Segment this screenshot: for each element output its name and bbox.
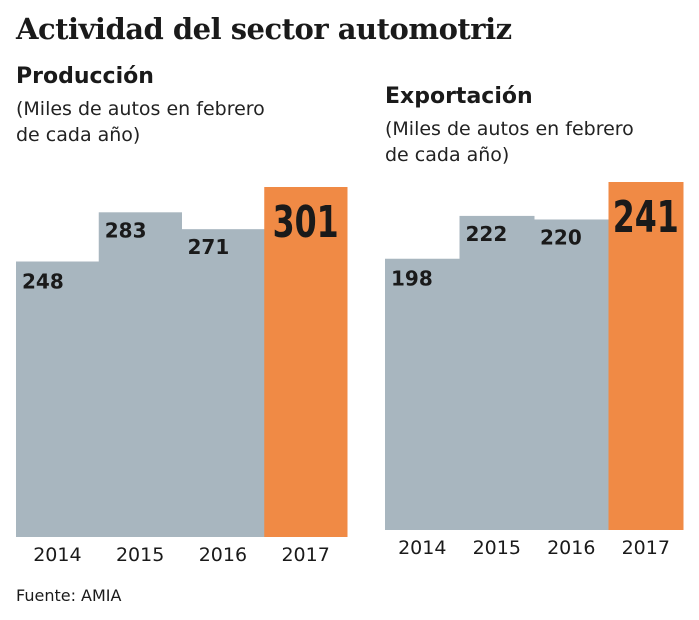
chart-title: Actividad del sector automotriz bbox=[16, 12, 512, 46]
export-bar-2016 bbox=[534, 219, 609, 530]
export-subtitle: (Miles de autos en febrero de cada año) bbox=[385, 116, 634, 168]
export-data-label-2015: 222 bbox=[466, 222, 508, 246]
source-note: Fuente: AMIA bbox=[16, 586, 122, 605]
production-bar-2016 bbox=[181, 229, 265, 537]
export-data-label-2014: 198 bbox=[391, 267, 433, 291]
export-tick-2014: 2014 bbox=[398, 537, 446, 559]
production-tick-2017: 2017 bbox=[281, 544, 329, 566]
production-data-label-2016: 271 bbox=[188, 235, 230, 259]
export-bar-2017 bbox=[608, 182, 684, 530]
export-tick-2015: 2015 bbox=[473, 537, 521, 559]
export-bar-2015 bbox=[459, 215, 535, 530]
export-title: Exportación bbox=[385, 84, 533, 109]
production-subtitle-line-1: (Miles de autos en febrero bbox=[16, 98, 265, 120]
production-bar-2017 bbox=[264, 187, 348, 537]
export-bar-2014 bbox=[385, 258, 460, 530]
production-subtitle-line-2: de cada año) bbox=[16, 124, 141, 146]
production-tick-2014: 2014 bbox=[33, 544, 81, 566]
production-tick-2016: 2016 bbox=[199, 544, 247, 566]
export-subtitle-line-1: (Miles de autos en febrero bbox=[385, 118, 634, 140]
production-subtitle: (Miles de autos en febrero de cada año) bbox=[16, 96, 265, 148]
production-tick-2015: 2015 bbox=[116, 544, 164, 566]
production-bar-2015 bbox=[98, 212, 182, 537]
export-tick-2017: 2017 bbox=[622, 537, 670, 559]
export-data-label-2016: 220 bbox=[540, 225, 582, 249]
production-data-label-2017: 301 bbox=[273, 197, 339, 248]
production-data-label-2015: 283 bbox=[105, 218, 147, 242]
production-bar-2014 bbox=[16, 261, 100, 537]
export-subtitle-line-2: de cada año) bbox=[385, 144, 510, 166]
export-data-label-2017: 241 bbox=[613, 192, 679, 243]
production-data-label-2014: 248 bbox=[22, 269, 64, 293]
production-title: Producción bbox=[16, 64, 154, 89]
export-tick-2016: 2016 bbox=[547, 537, 595, 559]
